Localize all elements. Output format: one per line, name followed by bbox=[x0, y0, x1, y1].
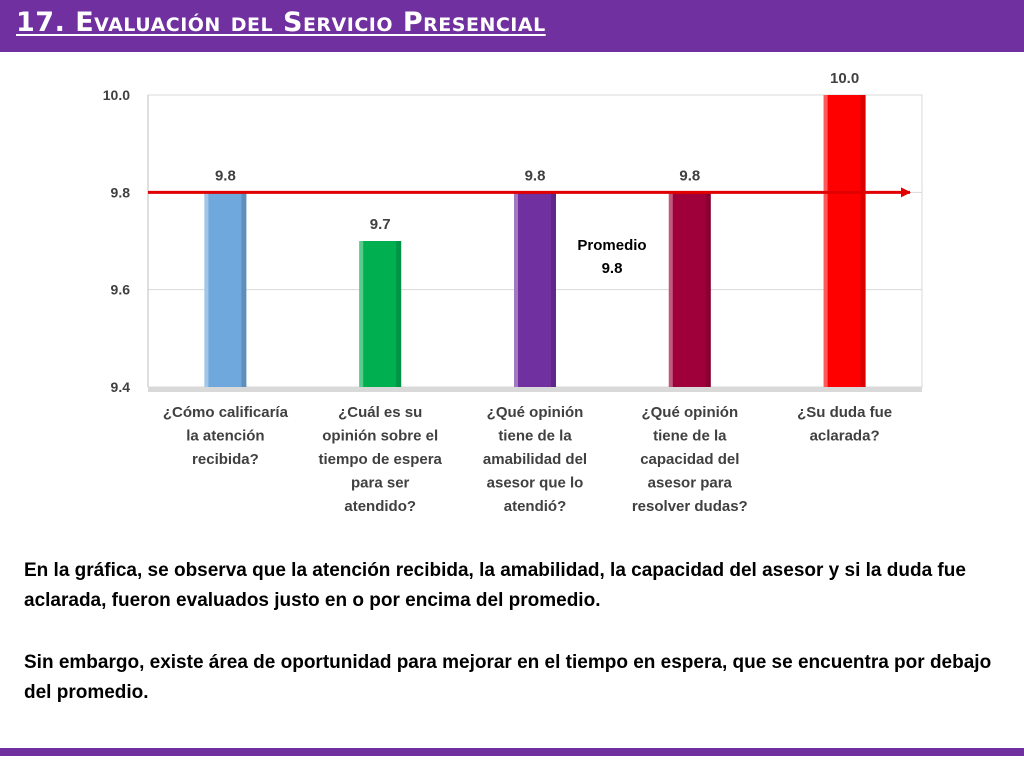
category-label-line: tiene de la bbox=[498, 428, 572, 445]
category-label-line: recibida? bbox=[192, 451, 259, 468]
bar-group bbox=[514, 192, 556, 387]
category-label-line: ¿Su duda fue bbox=[797, 404, 892, 421]
bar-shadow bbox=[241, 192, 247, 387]
category-label-line: asesor que lo bbox=[487, 475, 584, 492]
bar bbox=[514, 192, 556, 387]
average-label: Promedio bbox=[577, 237, 646, 254]
bar-shadow bbox=[396, 241, 402, 387]
y-tick-label: 10.0 bbox=[103, 87, 130, 103]
bar-value-label: 9.8 bbox=[679, 167, 700, 184]
bar-group bbox=[823, 95, 866, 387]
category-label: ¿Qué opinión tiene de la capacidad del ases… bbox=[632, 404, 748, 515]
bar-group bbox=[668, 192, 711, 387]
category-label-line: ¿Cómo calificaría bbox=[163, 404, 289, 421]
category-label-line: resolver dudas? bbox=[632, 498, 748, 515]
bar bbox=[359, 241, 402, 387]
category-label: ¿Cuál es su opinión sobre el tiempo de esp… bbox=[319, 404, 443, 515]
bar-group bbox=[359, 241, 402, 387]
bar-value-label: 10.0 bbox=[830, 70, 859, 87]
bar-highlight bbox=[359, 241, 364, 387]
y-tick-label: 9.4 bbox=[111, 379, 131, 395]
title-bar: 17. Evaluación del Servicio Presencial bbox=[0, 0, 1024, 52]
bar-highlight bbox=[823, 95, 828, 387]
bar-highlight bbox=[668, 192, 673, 387]
bar bbox=[204, 192, 247, 387]
category-label-line: atendido? bbox=[344, 498, 416, 515]
category-label-line: ¿Qué opinión bbox=[641, 404, 738, 421]
category-label-line: asesor para bbox=[648, 475, 733, 492]
category-label-line: opinión sobre el bbox=[322, 428, 438, 445]
bar-value-label: 9.7 bbox=[370, 216, 391, 233]
category-label-line: aclarada? bbox=[810, 428, 880, 445]
y-tick-label: 9.8 bbox=[111, 184, 131, 200]
footer-bar bbox=[0, 748, 1024, 756]
bar bbox=[823, 95, 866, 387]
bar bbox=[668, 192, 711, 387]
bar-value-label: 9.8 bbox=[215, 167, 236, 184]
average-value-label: 9.8 bbox=[602, 260, 623, 277]
category-label: ¿Cómo calificaría la atención recibida? bbox=[163, 404, 289, 468]
category-label-line: capacidad del bbox=[640, 451, 739, 468]
category-label-line: ¿Cuál es su bbox=[338, 404, 422, 421]
y-tick-label: 9.6 bbox=[111, 282, 131, 298]
category-label-line: tiene de la bbox=[653, 428, 727, 445]
category-label-line: tiempo de espera bbox=[319, 451, 443, 468]
bar-highlight bbox=[514, 192, 518, 387]
chart-floor bbox=[148, 387, 922, 392]
analysis-paragraph-1: En la gráfica, se observa que la atenció… bbox=[24, 560, 966, 611]
bar-highlight bbox=[204, 192, 209, 387]
bar-chart: 9.4 9.6 9.8 10.0 9.8 ¿Cómo calificaría la aten… bbox=[103, 70, 923, 515]
category-label-line: ¿Qué opinión bbox=[487, 404, 584, 421]
bar-shadow bbox=[705, 192, 711, 387]
bar-group bbox=[204, 192, 247, 387]
bar-shadow bbox=[860, 95, 866, 387]
category-label-line: para ser bbox=[351, 475, 410, 492]
category-label: ¿Su duda fue aclarada? bbox=[797, 404, 892, 445]
category-label-line: atendió? bbox=[504, 498, 567, 515]
slide-title: 17. Evaluación del Servicio Presencial bbox=[16, 7, 546, 38]
category-label-line: la atención bbox=[186, 428, 264, 445]
bar-value-label: 9.8 bbox=[525, 167, 546, 184]
analysis-paragraph-2: Sin embargo, existe área de oportunidad … bbox=[24, 652, 992, 703]
category-label: ¿Qué opinión tiene de la amabilidad del ase… bbox=[483, 404, 587, 515]
category-label-line: amabilidad del bbox=[483, 451, 587, 468]
bar-shadow bbox=[551, 192, 556, 387]
